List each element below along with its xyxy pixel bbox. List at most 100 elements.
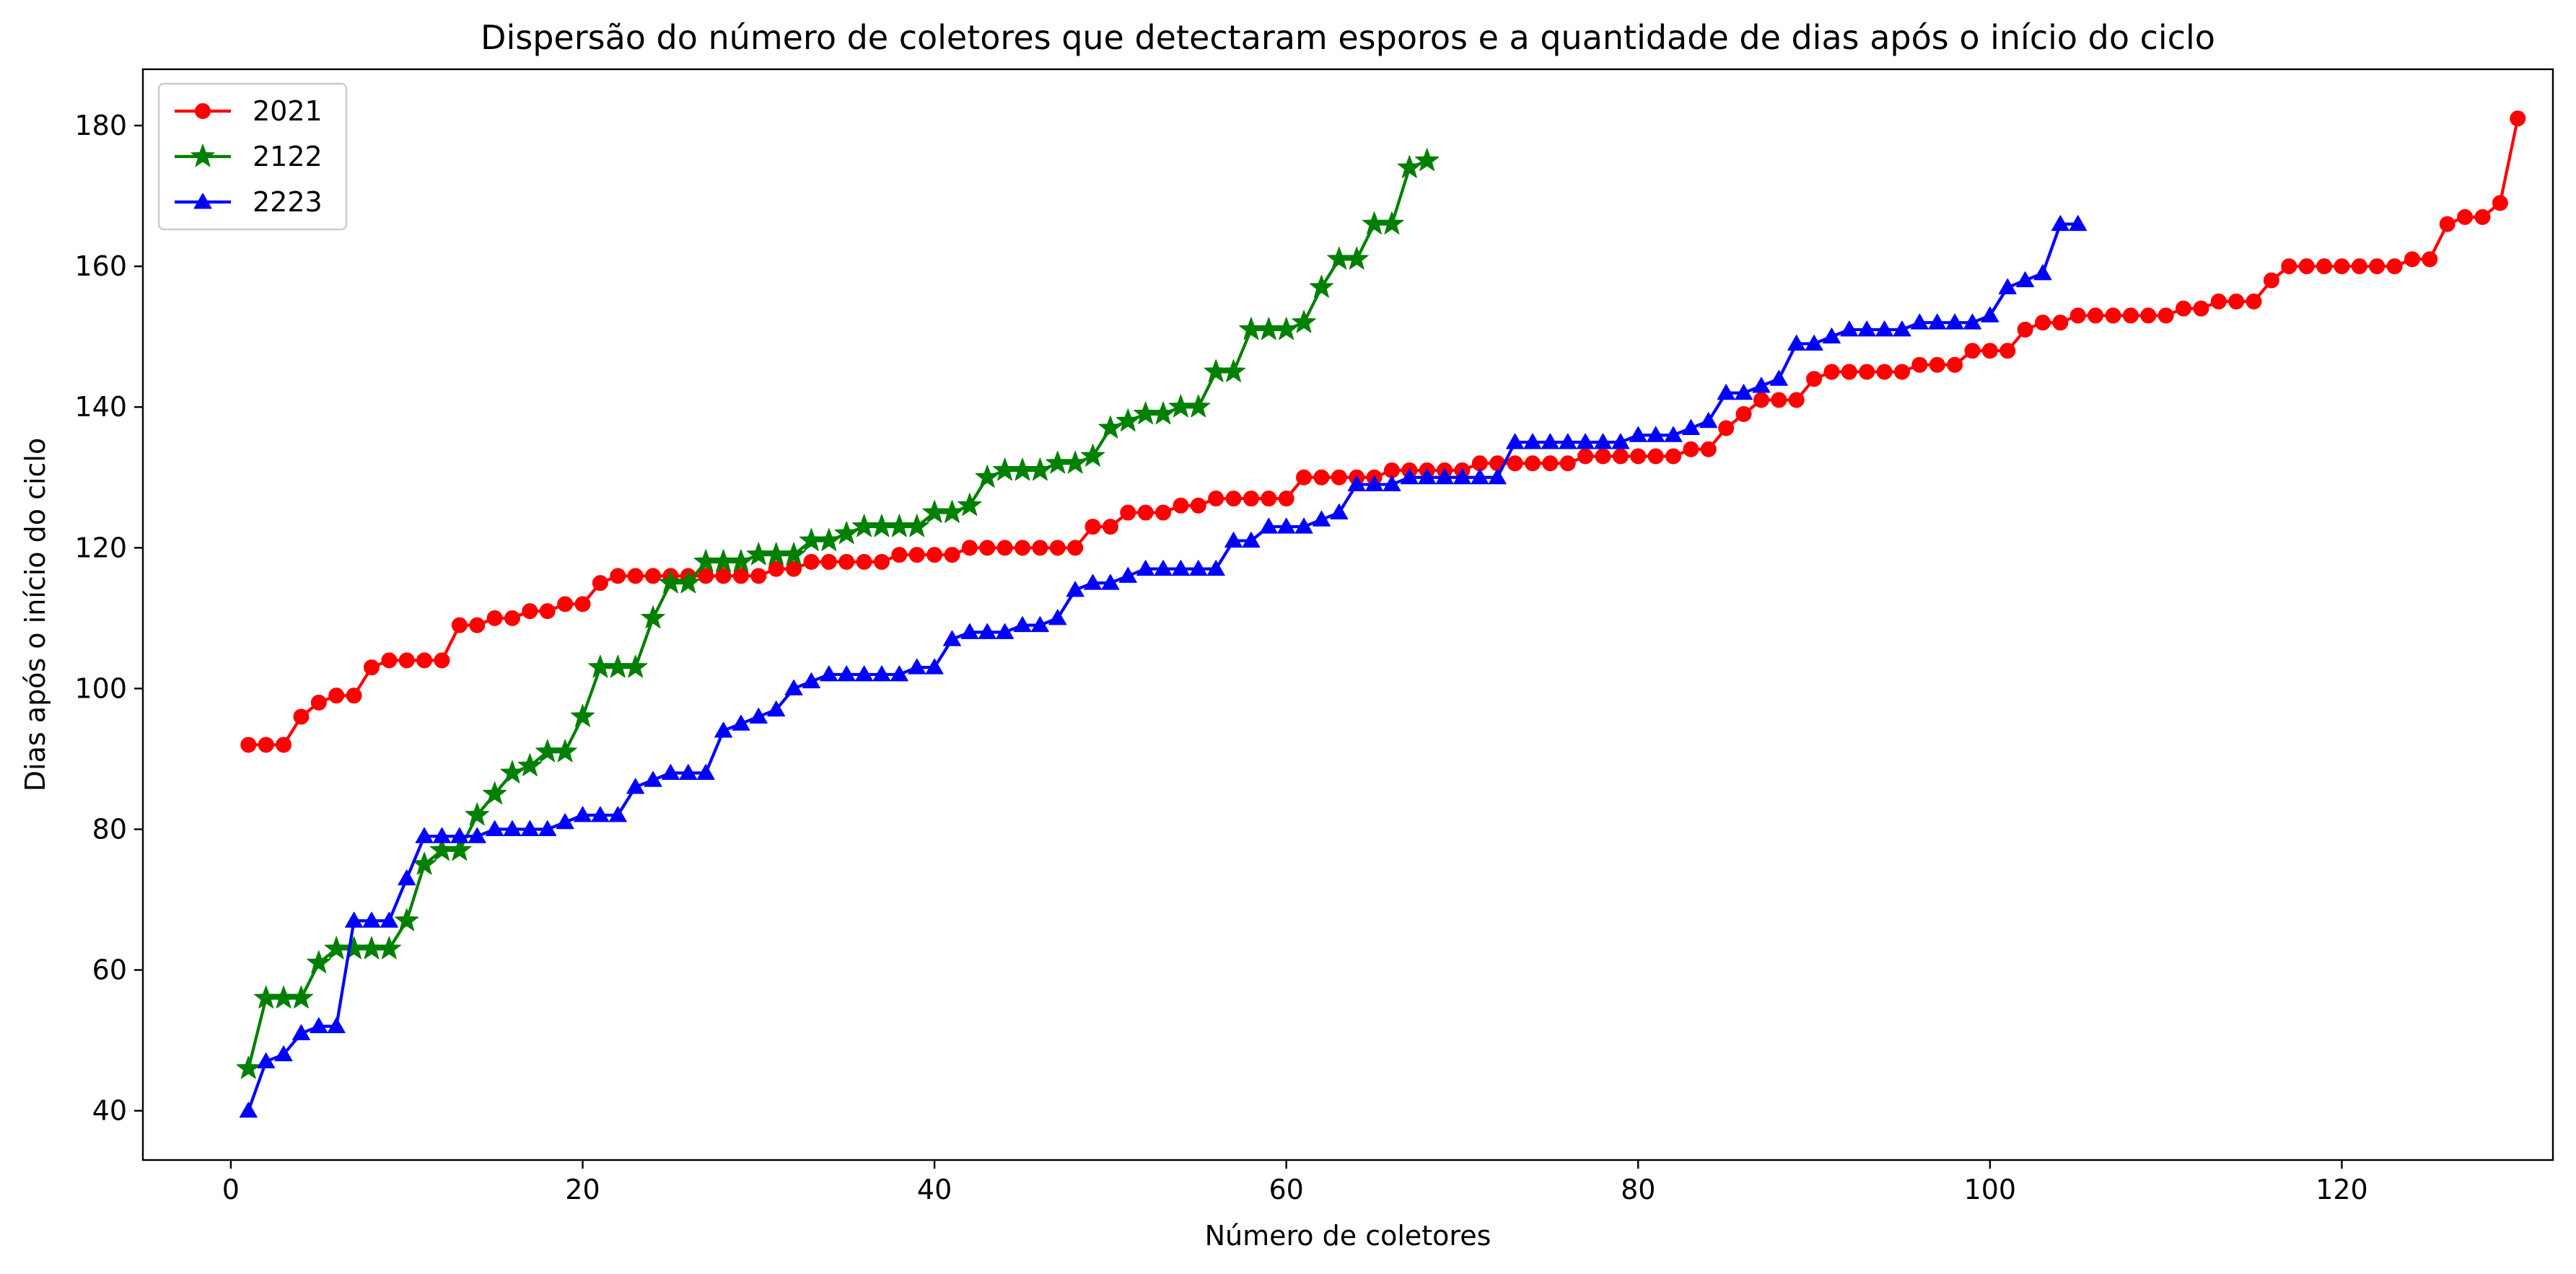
- data-point-2223: [1594, 433, 1613, 449]
- legend-item-2223: 2223: [175, 186, 323, 218]
- data-point-2021: [996, 540, 1013, 556]
- data-point-2021: [1964, 343, 1981, 359]
- data-point-2021: [346, 687, 362, 704]
- data-point-2021: [1507, 455, 1523, 472]
- data-point-2122: [465, 802, 489, 826]
- data-point-2122: [553, 739, 577, 763]
- data-point-2122: [975, 465, 999, 488]
- data-point-2021: [2176, 300, 2192, 317]
- data-point-2223: [310, 1017, 328, 1034]
- data-point-2021: [1665, 448, 1682, 465]
- data-point-2122: [1344, 246, 1369, 270]
- y-tick-label: 120: [74, 532, 127, 563]
- data-point-2223: [1840, 320, 1859, 337]
- data-point-2021: [1806, 371, 1823, 387]
- data-point-2223: [644, 770, 662, 787]
- data-point-2021: [820, 553, 837, 570]
- data-point-2223: [872, 665, 891, 682]
- data-point-2223: [1559, 433, 1577, 449]
- data-point-2021: [786, 561, 802, 577]
- data-point-2223: [960, 623, 979, 639]
- data-point-2223: [520, 820, 539, 837]
- y-axis-label: Dias após o início do ciclo: [19, 438, 51, 791]
- data-point-2021: [398, 652, 415, 669]
- x-tick-label: 20: [565, 1174, 600, 1205]
- data-point-2021: [1788, 392, 1805, 408]
- data-point-2021: [2510, 110, 2526, 127]
- series-2223: [239, 215, 2087, 1118]
- data-point-2122: [834, 521, 859, 545]
- data-point-2021: [732, 568, 749, 584]
- data-point-2021: [592, 575, 608, 592]
- data-point-2223: [486, 820, 504, 837]
- data-point-2021: [1718, 420, 1735, 436]
- data-point-2021: [258, 737, 274, 753]
- data-point-2021: [1841, 364, 1857, 380]
- data-point-2021: [1524, 455, 1541, 472]
- data-point-2021: [1929, 356, 1945, 373]
- data-point-2021: [610, 568, 626, 584]
- data-point-2223: [1101, 574, 1120, 590]
- data-point-2021: [1261, 491, 1277, 507]
- data-point-2223: [661, 763, 680, 780]
- data-point-2021: [838, 553, 855, 570]
- data-point-2223: [1963, 313, 1981, 330]
- data-point-2122: [939, 500, 965, 523]
- x-tick-label: 60: [1269, 1174, 1303, 1205]
- data-point-2122: [1151, 401, 1175, 425]
- data-point-2021: [979, 540, 996, 556]
- data-point-2122: [1116, 408, 1140, 431]
- data-point-2021: [1823, 364, 1840, 380]
- data-point-2223: [450, 827, 469, 843]
- data-point-2223: [573, 806, 592, 822]
- data-point-2021: [293, 708, 310, 725]
- data-point-2122: [641, 605, 665, 629]
- data-point-2021: [2334, 258, 2350, 275]
- data-point-2021: [1911, 356, 1928, 373]
- data-point-2122: [676, 570, 701, 594]
- data-point-2223: [556, 813, 574, 830]
- data-point-2122: [447, 838, 472, 861]
- data-point-2122: [729, 549, 753, 573]
- data-point-2021: [2105, 307, 2121, 324]
- data-point-2223: [732, 714, 750, 731]
- data-point-2021: [2474, 208, 2491, 225]
- data-point-2122: [570, 703, 595, 727]
- data-point-2223: [1928, 313, 1947, 330]
- data-point-2021: [926, 547, 943, 563]
- legend-label: 2122: [253, 141, 323, 172]
- x-tick-label: 120: [2316, 1174, 2368, 1205]
- data-point-2223: [1611, 433, 1630, 449]
- data-point-2223: [1945, 313, 1964, 330]
- data-point-2021: [451, 617, 468, 633]
- data-point-2021: [944, 547, 960, 563]
- data-point-2021: [1981, 343, 1998, 359]
- data-point-2021: [2017, 321, 2033, 338]
- data-point-2021: [1647, 448, 1664, 465]
- data-point-2021: [961, 540, 978, 556]
- legend-item-2122: 2122: [175, 141, 323, 172]
- data-point-2021: [557, 596, 574, 612]
- data-point-2122: [1274, 317, 1299, 341]
- data-point-2021: [1577, 448, 1594, 465]
- legend-label: 2223: [253, 186, 323, 218]
- y-tick-label: 60: [92, 954, 127, 986]
- data-point-2021: [2087, 307, 2104, 324]
- data-point-2223: [1330, 504, 1349, 520]
- data-point-2021: [2439, 216, 2455, 232]
- data-point-2021: [803, 553, 820, 570]
- data-point-2021: [2281, 258, 2297, 275]
- data-point-2021: [1173, 497, 1189, 514]
- data-point-2021: [1049, 540, 1066, 556]
- legend-label: 2021: [253, 95, 323, 127]
- data-point-2223: [1910, 313, 1929, 330]
- data-point-2223: [1277, 517, 1296, 534]
- x-tick-label: 80: [1621, 1174, 1655, 1205]
- data-point-2223: [380, 911, 398, 928]
- data-point-2223: [2016, 271, 2035, 288]
- data-point-2223: [1347, 475, 1366, 492]
- data-point-2223: [1400, 468, 1419, 485]
- x-tick-label: 0: [222, 1174, 240, 1205]
